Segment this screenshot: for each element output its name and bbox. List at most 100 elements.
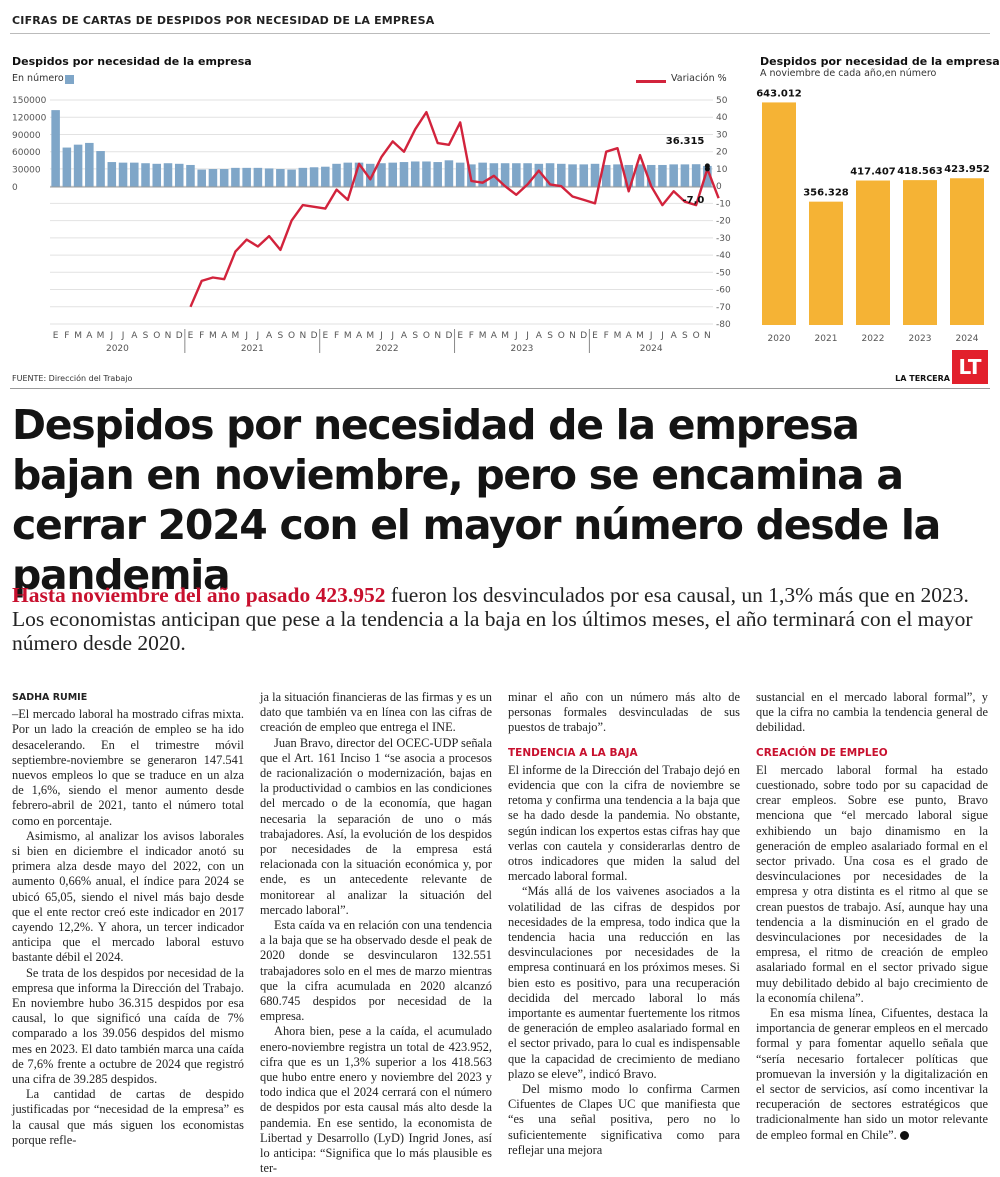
right-axis-tick: 20 <box>716 148 728 158</box>
month-tick: N <box>299 331 306 341</box>
month-tick: J <box>109 331 113 341</box>
bar-monthly-dismissals <box>455 162 465 187</box>
section-label: CIFRAS DE CARTAS DE DESPIDOS POR NECESID… <box>12 14 435 27</box>
bar-monthly-dismissals <box>85 142 94 187</box>
left-axis-tick: 90000 <box>12 131 41 141</box>
bar-monthly-dismissals <box>276 169 285 187</box>
variation-line <box>189 110 720 308</box>
year-tick: 2024 <box>956 334 979 344</box>
paragraph: –El mercado laboral ha mostrado cifras m… <box>12 707 244 828</box>
month-tick: O <box>558 331 565 341</box>
annotation-label: -7,0 <box>683 195 705 206</box>
month-tick: O <box>423 331 430 341</box>
month-tick: M <box>366 331 374 341</box>
month-tick: D <box>445 331 452 341</box>
yearly-dismissals-chart: 643.012 2020 356.328 2021 417.407 2022 418.563… <box>756 88 990 344</box>
annotation-dot <box>704 166 710 172</box>
bar-monthly-dismissals <box>377 163 386 187</box>
paragraph: “Más allá de los vaivenes asociados a la… <box>508 884 740 1081</box>
year-tick: 2023 <box>909 334 932 344</box>
month-tick: M <box>636 331 644 341</box>
bar-value-label: 423.952 <box>944 164 990 175</box>
lead-highlight: Hasta noviembre del año pasado 423.952 <box>12 583 386 607</box>
month-tick: J <box>514 331 518 341</box>
bar-monthly-dismissals <box>118 162 128 187</box>
bar-monthly-dismissals <box>332 163 341 187</box>
right-axis-tick: -20 <box>716 217 731 227</box>
month-tick: N <box>569 331 576 341</box>
lead-text: fueron los desvinculados por esa causal,… <box>12 583 973 655</box>
bar-monthly-dismissals <box>321 166 330 187</box>
bar-monthly-dismissals <box>500 163 510 187</box>
paragraph: Se trata de los despidos por necesidad d… <box>12 965 244 1087</box>
bar-monthly-dismissals <box>545 163 555 187</box>
bar-monthly-dismissals <box>231 167 240 187</box>
chart-2-title: Despidos por necesidad de la empresa <box>760 55 1000 68</box>
bar-monthly-dismissals <box>163 163 173 187</box>
month-tick: M <box>501 331 509 341</box>
month-tick: D <box>176 331 183 341</box>
bar-monthly-dismissals <box>141 163 150 187</box>
month-tick: N <box>434 331 441 341</box>
month-tick: J <box>379 331 383 341</box>
year-tick: 2023 <box>511 344 534 354</box>
month-tick: E <box>188 331 194 341</box>
month-tick: A <box>221 331 228 341</box>
year-tick: 2021 <box>815 334 838 344</box>
month-tick: S <box>682 331 688 341</box>
source-note: FUENTE: Dirección del Trabajo <box>12 374 133 383</box>
month-tick: F <box>64 331 69 341</box>
bar-monthly-dismissals <box>365 163 375 187</box>
month-tick: J <box>390 331 394 341</box>
bar-monthly-dismissals <box>635 164 645 187</box>
right-axis-tick: -50 <box>716 268 731 278</box>
legend-line-swatch <box>636 80 666 83</box>
bar-monthly-dismissals <box>287 169 296 187</box>
year-tick: 2020 <box>768 334 791 344</box>
subhead-creacion: CREACIÓN DE EMPLEO <box>756 746 888 759</box>
month-tick: M <box>614 331 622 341</box>
month-tick: J <box>525 331 529 341</box>
month-tick: S <box>412 331 418 341</box>
month-tick: J <box>244 331 248 341</box>
right-axis-tick: 10 <box>716 165 728 175</box>
paragraph-text: En esa misma línea, Cifuentes, destaca l… <box>756 1006 988 1142</box>
month-tick: J <box>256 331 260 341</box>
month-tick: M <box>97 331 105 341</box>
left-axis-tick: 30000 <box>12 166 41 176</box>
bar-monthly-dismissals <box>388 162 398 187</box>
bar-monthly-dismissals <box>186 164 195 187</box>
month-tick: M <box>479 331 487 341</box>
left-axis-tick: 60000 <box>12 148 41 158</box>
legend-line-label: Variación % <box>671 73 727 84</box>
lead-paragraph: Hasta noviembre del año pasado 423.952 f… <box>12 583 990 655</box>
article-column-2: ja la situación financieras de las firma… <box>260 690 492 1177</box>
right-axis-tick: -10 <box>716 199 731 209</box>
bar-monthly-dismissals <box>557 163 566 187</box>
month-tick: F <box>334 331 339 341</box>
month-tick: A <box>131 331 138 341</box>
month-tick: M <box>232 331 240 341</box>
right-axis-tick: 30 <box>716 130 728 140</box>
legend-bar-swatch <box>65 75 74 84</box>
bar-monthly-dismissals <box>264 168 274 187</box>
bar-monthly-dismissals <box>242 167 251 187</box>
right-axis-tick: -80 <box>716 320 731 330</box>
month-tick: S <box>278 331 284 341</box>
bar-monthly-dismissals <box>601 164 611 187</box>
year-tick: 2021 <box>241 344 264 354</box>
paragraph: Esta caída va en relación con una tenden… <box>260 918 492 1024</box>
article-column-1: SADHA RUMIE –El mercado laboral ha mostr… <box>12 690 244 1148</box>
bar-monthly-dismissals <box>174 163 184 187</box>
bar-monthly-dismissals <box>680 164 690 187</box>
bar-monthly-dismissals <box>208 169 218 187</box>
month-tick: O <box>693 331 700 341</box>
month-tick: A <box>401 331 408 341</box>
bar-monthly-dismissals <box>579 164 589 187</box>
bar-value-label: 356.328 <box>803 188 849 199</box>
bar-monthly-dismissals <box>253 167 263 187</box>
bar-monthly-dismissals <box>646 164 656 187</box>
year-tick: 2022 <box>376 344 399 354</box>
left-axis-tick: 120000 <box>12 113 47 123</box>
chart-divider <box>10 388 990 389</box>
